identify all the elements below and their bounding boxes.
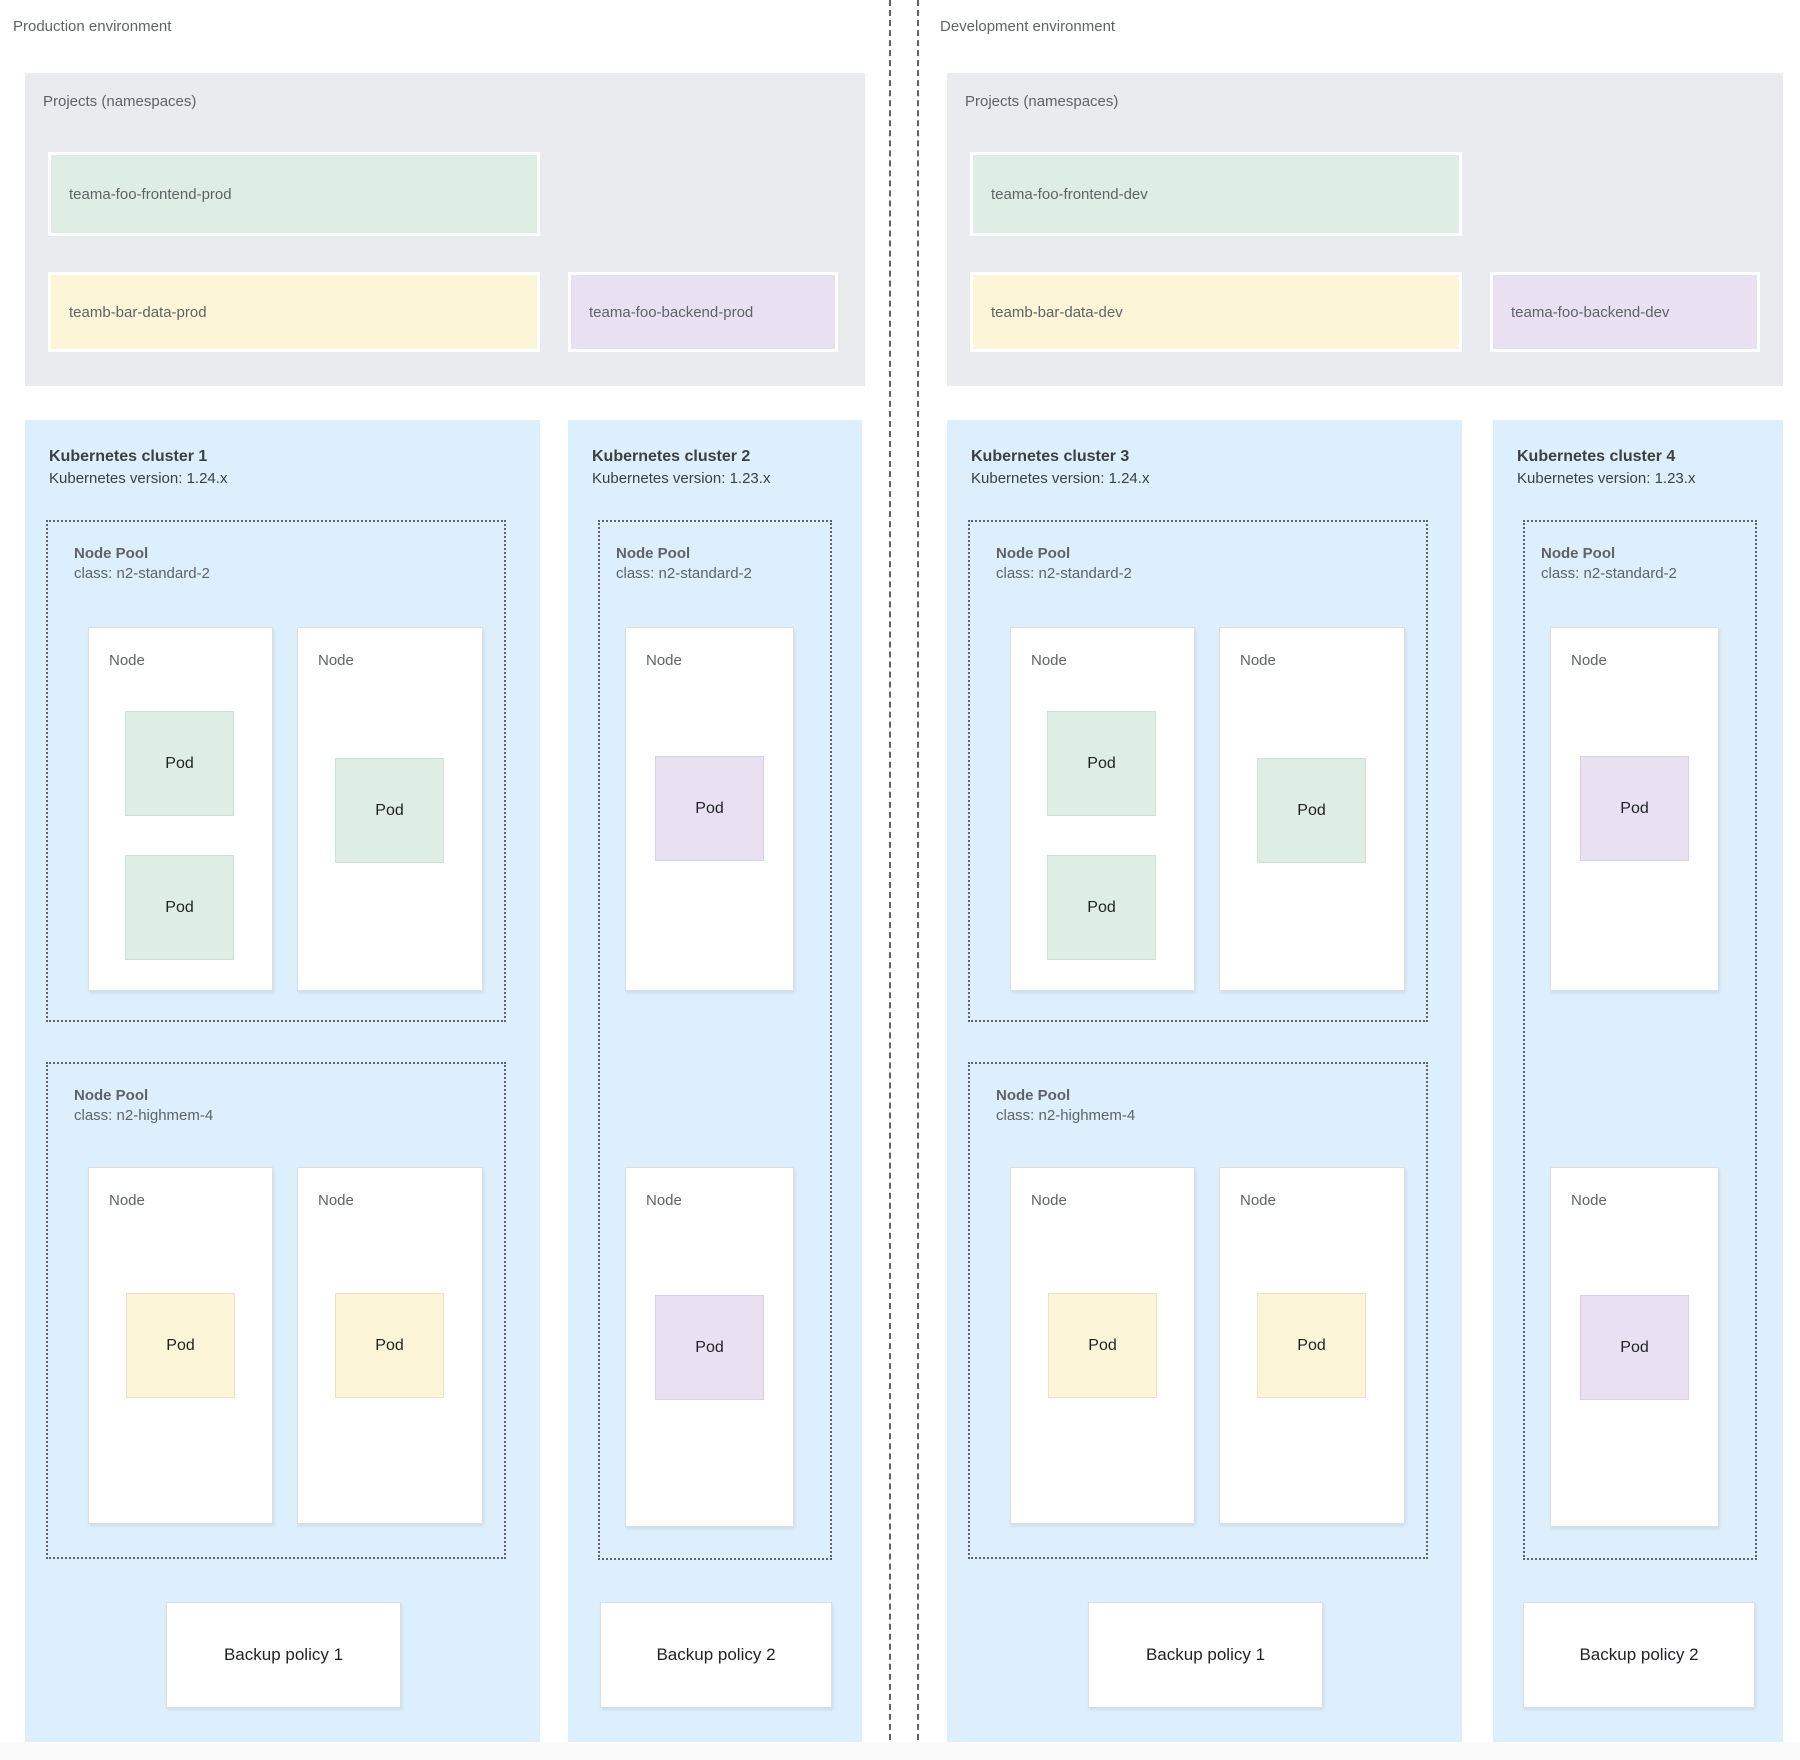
node-pool-highmem: Node Pool class: n2-highmem-4 Node Pod N…: [968, 1062, 1428, 1559]
node-pool-name: Node Pool: [74, 1087, 149, 1104]
node-label: Node: [109, 1192, 145, 1209]
bottom-strip: [0, 1742, 1800, 1760]
pod: Pod: [1048, 1293, 1157, 1398]
node-pool-class: class: n2-highmem-4: [996, 1107, 1136, 1124]
node-pool-class: class: n2-standard-2: [616, 565, 752, 582]
node-label: Node: [1571, 1192, 1607, 1209]
projects-namespaces-title: Projects (namespaces): [43, 93, 197, 110]
node-pool-standard: Node Pool class: n2-standard-2 Node Pod …: [968, 520, 1428, 1022]
node-pool-label: Node Pool class: n2-highmem-4: [996, 1086, 1135, 1126]
node: Node Pod: [1010, 1167, 1195, 1524]
pod: Pod: [335, 1293, 444, 1398]
node-pool-label: Node Pool class: n2-standard-2: [74, 544, 210, 584]
node-pool-label: Node Pool class: n2-highmem-4: [74, 1086, 213, 1126]
pod: Pod: [655, 1295, 764, 1400]
backup-policy-2: Backup policy 2: [600, 1602, 832, 1708]
project-teama-foo-backend-prod: teama-foo-backend-prod: [568, 272, 838, 352]
node: Node Pod: [625, 1167, 794, 1527]
development-projects-panel: Projects (namespaces) teama-foo-frontend…: [947, 73, 1783, 386]
pod: Pod: [655, 756, 764, 861]
kubernetes-cluster-2: Kubernetes cluster 2 Kubernetes version:…: [568, 420, 862, 1742]
backup-policy-1: Backup policy 1: [166, 1602, 401, 1708]
cluster-version: Kubernetes version: 1.23.x: [592, 470, 771, 487]
pod: Pod: [1257, 758, 1366, 863]
node-pool-name: Node Pool: [1541, 545, 1616, 562]
node-label: Node: [646, 1192, 682, 1209]
cluster-title: Kubernetes cluster 2: [592, 448, 751, 465]
environment-divider-line-left: [889, 0, 891, 1760]
node-pool-standard: Node Pool class: n2-standard-2 Node Pod …: [598, 520, 832, 1560]
pod: Pod: [335, 758, 444, 863]
node-label: Node: [1240, 652, 1276, 669]
kubernetes-cluster-1: Kubernetes cluster 1 Kubernetes version:…: [25, 420, 540, 1742]
project-teama-foo-frontend-dev: teama-foo-frontend-dev: [970, 152, 1462, 236]
cluster-version: Kubernetes version: 1.24.x: [971, 470, 1150, 487]
cluster-version: Kubernetes version: 1.23.x: [1517, 470, 1696, 487]
pod: Pod: [1047, 855, 1156, 960]
node-pool-name: Node Pool: [74, 545, 149, 562]
production-projects-panel: Projects (namespaces) teama-foo-frontend…: [25, 73, 865, 386]
node: Node Pod: [1550, 1167, 1719, 1527]
node-label: Node: [1031, 652, 1067, 669]
production-environment-label: Production environment: [13, 18, 172, 35]
node-pool-label: Node Pool class: n2-standard-2: [1541, 544, 1677, 584]
node-label: Node: [1240, 1192, 1276, 1209]
pod: Pod: [1580, 1295, 1689, 1400]
environment-divider-line-right: [917, 0, 919, 1760]
node-label: Node: [318, 652, 354, 669]
cluster-title: Kubernetes cluster 4: [1517, 448, 1676, 465]
development-environment-label: Development environment: [940, 18, 1116, 35]
pod: Pod: [1580, 756, 1689, 861]
node-pool-name: Node Pool: [616, 545, 691, 562]
node-pool-label: Node Pool class: n2-standard-2: [616, 544, 752, 584]
node: Node Pod: [625, 627, 794, 991]
node-label: Node: [1571, 652, 1607, 669]
node: Node Pod: [1219, 627, 1405, 991]
node-label: Node: [109, 652, 145, 669]
node: Node Pod: [297, 1167, 483, 1524]
node-pool-standard: Node Pool class: n2-standard-2 Node Pod …: [1523, 520, 1757, 1560]
cluster-version: Kubernetes version: 1.24.x: [49, 470, 228, 487]
node-pool-class: class: n2-standard-2: [996, 565, 1132, 582]
cluster-title: Kubernetes cluster 3: [971, 448, 1130, 465]
node-pool-class: class: n2-highmem-4: [74, 1107, 214, 1124]
projects-namespaces-title: Projects (namespaces): [965, 93, 1119, 110]
node: Node Pod Pod: [88, 627, 273, 991]
node-label: Node: [318, 1192, 354, 1209]
node-pool-class: class: n2-standard-2: [74, 565, 210, 582]
pod: Pod: [125, 855, 234, 960]
cluster-title: Kubernetes cluster 1: [49, 448, 208, 465]
pod: Pod: [125, 711, 234, 816]
node-pool-name: Node Pool: [996, 545, 1071, 562]
node: Node Pod: [88, 1167, 273, 1524]
project-teamb-bar-data-dev: teamb-bar-data-dev: [970, 272, 1462, 352]
node-pool-highmem: Node Pool class: n2-highmem-4 Node Pod N…: [46, 1062, 506, 1559]
node: Node Pod Pod: [1010, 627, 1195, 991]
node-pool-name: Node Pool: [996, 1087, 1071, 1104]
node-pool-standard: Node Pool class: n2-standard-2 Node Pod …: [46, 520, 506, 1022]
pod: Pod: [126, 1293, 235, 1398]
kubernetes-cluster-3: Kubernetes cluster 3 Kubernetes version:…: [947, 420, 1462, 1742]
pod: Pod: [1257, 1293, 1366, 1398]
kubernetes-cluster-4: Kubernetes cluster 4 Kubernetes version:…: [1493, 420, 1783, 1742]
node-label: Node: [646, 652, 682, 669]
project-teama-foo-backend-dev: teama-foo-backend-dev: [1490, 272, 1760, 352]
node-pool-class: class: n2-standard-2: [1541, 565, 1677, 582]
project-teamb-bar-data-prod: teamb-bar-data-prod: [48, 272, 540, 352]
backup-policy-1: Backup policy 1: [1088, 1602, 1323, 1708]
node-pool-label: Node Pool class: n2-standard-2: [996, 544, 1132, 584]
node: Node Pod: [1219, 1167, 1405, 1524]
backup-policy-2: Backup policy 2: [1523, 1602, 1755, 1708]
node: Node Pod: [297, 627, 483, 991]
node: Node Pod: [1550, 627, 1719, 991]
node-label: Node: [1031, 1192, 1067, 1209]
pod: Pod: [1047, 711, 1156, 816]
project-teama-foo-frontend-prod: teama-foo-frontend-prod: [48, 152, 540, 236]
